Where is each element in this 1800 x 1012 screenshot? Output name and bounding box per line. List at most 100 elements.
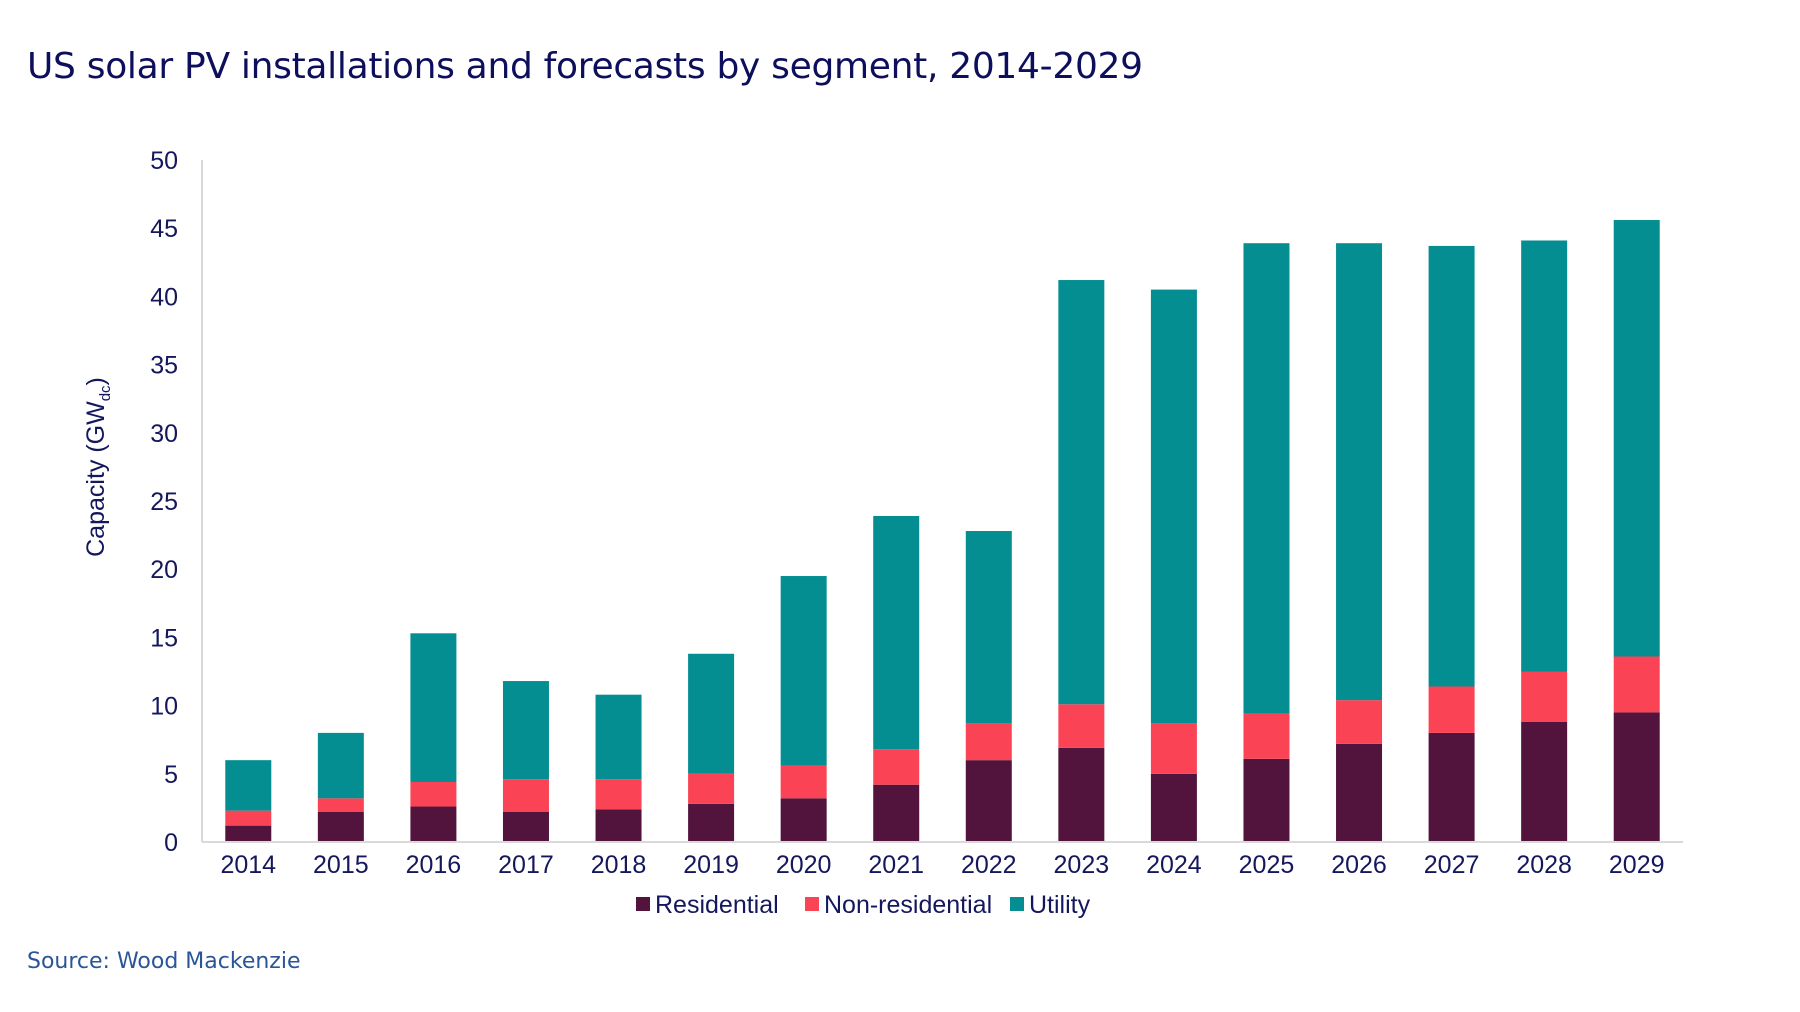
bar-segment-residential-2024: [1150, 773, 1197, 842]
y-axis-label: Capacity (GWdc): [82, 377, 114, 557]
bar-segment-utility-2028: [1521, 240, 1568, 672]
legend-item-non-residential: Non-residential: [805, 891, 992, 919]
x-tick-label: 2019: [683, 851, 739, 879]
x-tick-label: 2025: [1239, 851, 1295, 879]
y-tick-label: 35: [150, 352, 178, 380]
y-tick-label: 50: [150, 147, 178, 175]
bar-segment-non-residential-2019: [688, 773, 735, 804]
bar-segment-utility-2022: [965, 531, 1012, 724]
bar-segment-non-residential-2026: [1336, 700, 1383, 744]
x-tick-label: 2017: [498, 851, 554, 879]
bar-segment-residential-2027: [1428, 732, 1475, 842]
bar-segment-utility-2020: [780, 576, 827, 766]
legend-swatch: [636, 897, 650, 911]
bar-segment-residential-2029: [1613, 712, 1660, 842]
x-tick-label: 2022: [961, 851, 1017, 879]
bar-segment-residential-2021: [873, 784, 920, 842]
bar-segment-utility-2023: [1058, 280, 1105, 705]
bar-segment-non-residential-2023: [1058, 704, 1105, 748]
y-tick-label: 0: [164, 829, 178, 857]
legend-label: Residential: [655, 891, 779, 919]
bar-group-2021: [873, 516, 920, 842]
bar-segment-non-residential-2027: [1428, 686, 1475, 733]
bar-segment-residential-2017: [502, 811, 549, 842]
bar-segment-non-residential-2017: [502, 779, 549, 812]
y-tick-label: 45: [150, 215, 178, 243]
x-tick-label: 2014: [220, 851, 276, 879]
x-tick-label: 2027: [1424, 851, 1480, 879]
bar-segment-utility-2019: [688, 653, 735, 774]
y-tick-label: 25: [150, 488, 178, 516]
bar-group-2017: [502, 681, 549, 842]
bar-segment-residential-2023: [1058, 747, 1105, 842]
bar-group-2016: [410, 633, 457, 842]
bar-segment-residential-2026: [1336, 743, 1383, 842]
bar-segment-non-residential-2022: [965, 723, 1012, 761]
source-note: Source: Wood Mackenzie: [27, 949, 301, 974]
bar-segment-non-residential-2025: [1243, 713, 1290, 759]
bar-segment-utility-2024: [1150, 289, 1197, 724]
bar-segment-utility-2017: [502, 681, 549, 780]
x-tick-label: 2018: [591, 851, 647, 879]
bar-segment-utility-2026: [1336, 243, 1383, 701]
bar-segment-utility-2014: [225, 760, 272, 811]
y-tick-label: 5: [164, 761, 178, 789]
bar-segment-non-residential-2021: [873, 749, 920, 785]
bar-segment-residential-2014: [225, 825, 272, 842]
x-tick-label: 2016: [406, 851, 462, 879]
bar-segment-residential-2020: [780, 798, 827, 842]
bar-group-2027: [1428, 245, 1475, 842]
bar-segment-residential-2016: [410, 806, 457, 842]
chart-title: US solar PV installations and forecasts …: [27, 46, 1143, 87]
bar-group-2026: [1336, 243, 1383, 842]
bar-group-2020: [780, 576, 827, 842]
legend-item-utility: Utility: [1010, 891, 1091, 919]
bar-segment-utility-2018: [595, 694, 642, 780]
bar-segment-residential-2028: [1521, 721, 1568, 842]
bar-segment-non-residential-2018: [595, 779, 642, 810]
bar-segment-non-residential-2016: [410, 781, 457, 807]
bar-segment-utility-2016: [410, 633, 457, 782]
y-tick-label: 20: [150, 556, 178, 584]
y-tick-label: 30: [150, 420, 178, 448]
bar-group-2022: [965, 531, 1012, 842]
bar-group-2023: [1058, 280, 1105, 842]
x-tick-label: 2015: [313, 851, 369, 879]
bars: [225, 220, 1660, 842]
x-tick-label: 2028: [1516, 851, 1572, 879]
x-tick-label: 2024: [1146, 851, 1202, 879]
bar-segment-non-residential-2015: [317, 798, 364, 812]
bar-segment-residential-2018: [595, 809, 642, 842]
bar-group-2024: [1150, 289, 1197, 842]
bar-group-2018: [595, 694, 642, 842]
x-tick-label: 2021: [868, 851, 924, 879]
bar-segment-residential-2025: [1243, 758, 1290, 842]
bar-segment-residential-2015: [317, 811, 364, 842]
bar-segment-non-residential-2014: [225, 810, 272, 826]
bar-segment-non-residential-2028: [1521, 671, 1568, 722]
x-tick-label: 2026: [1331, 851, 1387, 879]
bar-segment-non-residential-2020: [780, 765, 827, 799]
legend-label: Non-residential: [824, 891, 992, 919]
legend: Residential Non-residential Utility: [636, 891, 1091, 919]
bar-group-2028: [1521, 240, 1568, 842]
y-tick-label: 40: [150, 283, 178, 311]
bar-segment-residential-2022: [965, 760, 1012, 842]
y-tick-label: 10: [150, 693, 178, 721]
x-tick-label: 2029: [1609, 851, 1665, 879]
bar-segment-residential-2019: [688, 803, 735, 842]
bar-segment-utility-2025: [1243, 243, 1290, 714]
y-axis-ticks: 0 5 10 15 20 25 30 35 40 45 50: [150, 147, 178, 857]
legend-item-residential: Residential: [636, 891, 779, 919]
legend-label: Utility: [1029, 891, 1091, 919]
legend-swatch: [1010, 897, 1024, 911]
bar-segment-utility-2021: [873, 516, 920, 750]
y-tick-label: 15: [150, 624, 178, 652]
bar-group-2019: [688, 653, 735, 842]
bar-segment-non-residential-2029: [1613, 656, 1660, 713]
bar-segment-non-residential-2024: [1150, 723, 1197, 774]
bar-group-2014: [225, 760, 272, 842]
legend-swatch: [805, 897, 819, 911]
bar-group-2029: [1613, 220, 1660, 842]
